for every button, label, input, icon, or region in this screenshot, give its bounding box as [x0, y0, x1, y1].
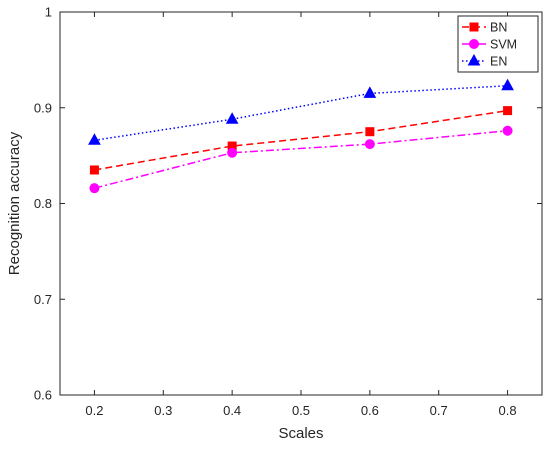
data-point-svm: [502, 125, 513, 136]
legend-marker-bn: [469, 22, 479, 32]
y-axis-title: Recognition accuracy: [6, 131, 23, 275]
x-tick-label: 0.3: [154, 403, 172, 418]
data-point-en: [501, 78, 514, 91]
legend-label-svm: SVM: [490, 38, 517, 52]
y-tick-label: 0.9: [34, 100, 52, 115]
x-axis-title: Scales: [278, 425, 323, 442]
y-tick-label: 1: [45, 5, 52, 20]
data-point-bn: [503, 106, 513, 116]
x-tick-label: 0.7: [430, 403, 448, 418]
series-line-svm: [94, 129, 508, 189]
plot-area-background: [60, 12, 542, 395]
data-point-en: [88, 133, 101, 145]
data-point-svm: [227, 147, 238, 158]
legend-marker-en: [467, 53, 481, 66]
x-tick-label: 0.5: [292, 403, 310, 418]
data-point-bn: [89, 165, 99, 175]
x-tick-label: 0.4: [223, 403, 241, 418]
data-point-svm: [364, 139, 375, 150]
y-tick-label: 0.7: [34, 292, 52, 307]
data-point-en: [225, 112, 239, 124]
legend-label-en: EN: [490, 55, 507, 69]
series-line-bn: [94, 109, 508, 171]
legend-label-bn: BN: [490, 21, 507, 35]
series-line-en: [94, 84, 508, 142]
data-point-bn: [365, 127, 375, 137]
x-tick-label: 0.6: [361, 403, 379, 418]
legend: BN SVM EN: [457, 15, 539, 73]
y-tick-label: 0.8: [34, 196, 52, 211]
data-point-en: [363, 86, 377, 98]
x-tick-label: 0.8: [499, 403, 517, 418]
y-tick-label: 0.6: [34, 388, 52, 403]
axes-frame: [59, 11, 543, 396]
data-point-svm: [89, 183, 100, 194]
x-tick-label: 0.2: [85, 403, 103, 418]
legend-marker-svm: [469, 39, 479, 49]
